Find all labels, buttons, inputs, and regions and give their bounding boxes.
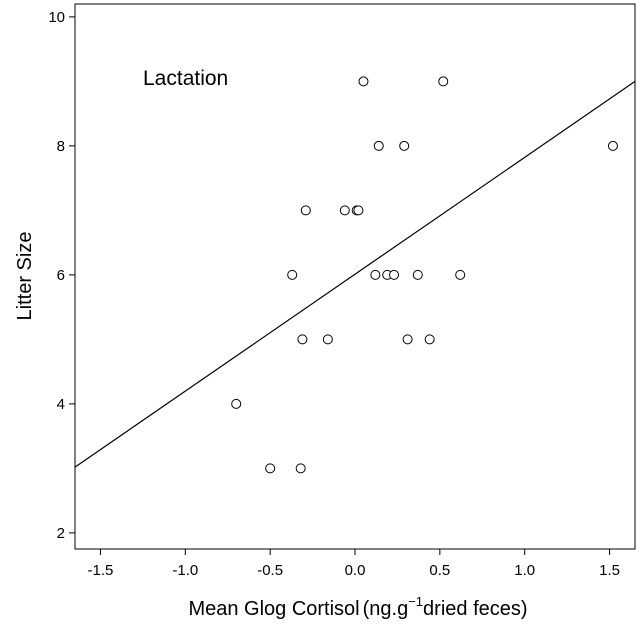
- data-point: [295, 463, 306, 474]
- data-point: [265, 463, 276, 474]
- y-axis-title: Litter Size: [14, 232, 36, 321]
- data-point: [297, 334, 308, 345]
- data-point: [353, 205, 364, 216]
- y-tick-label: 6: [57, 267, 65, 284]
- data-point: [287, 269, 298, 280]
- data-point: [412, 269, 423, 280]
- data-point: [370, 269, 381, 280]
- x-axis-title-unit-sup: −1: [408, 594, 423, 609]
- y-tick-label: 10: [48, 9, 65, 26]
- x-axis: -1.5 -1.0 -0.5 0.0 0.5 1.0 1.5: [88, 549, 620, 579]
- data-point: [231, 398, 242, 409]
- data-point: [424, 334, 435, 345]
- x-tick-label: 0.0: [345, 562, 366, 579]
- y-tick-label: 2: [57, 525, 65, 542]
- x-axis-title: Mean Glog Cortisol (ng.g−1dried feces): [188, 594, 527, 620]
- data-point: [389, 269, 400, 280]
- data-point: [322, 334, 333, 345]
- x-tick-label: -1.0: [172, 562, 198, 579]
- y-tick-label: 8: [57, 138, 65, 155]
- data-point: [607, 140, 618, 151]
- data-point: [373, 140, 384, 151]
- x-tick-label: 0.5: [429, 562, 450, 579]
- x-axis-title-unit-prefix: (ng.g: [363, 598, 409, 620]
- data-point: [438, 76, 449, 87]
- data-point: [358, 76, 369, 87]
- x-tick-label: 1.5: [599, 562, 620, 579]
- data-point: [402, 334, 413, 345]
- data-point: [339, 205, 350, 216]
- x-axis-title-main: Mean Glog Cortisol: [188, 598, 359, 620]
- chart-annotation: Lactation: [143, 67, 228, 90]
- regression-line: [74, 80, 636, 468]
- y-axis: 2 4 6 8 10: [48, 9, 75, 542]
- x-axis-title-unit-suffix: dried feces): [423, 598, 528, 620]
- data-points: [231, 76, 618, 474]
- data-point: [300, 205, 311, 216]
- x-tick-label: 1.0: [514, 562, 535, 579]
- x-tick-label: -1.5: [88, 562, 114, 579]
- data-point: [455, 269, 466, 280]
- y-tick-label: 4: [57, 396, 65, 413]
- x-tick-label: -0.5: [257, 562, 283, 579]
- data-point: [399, 140, 410, 151]
